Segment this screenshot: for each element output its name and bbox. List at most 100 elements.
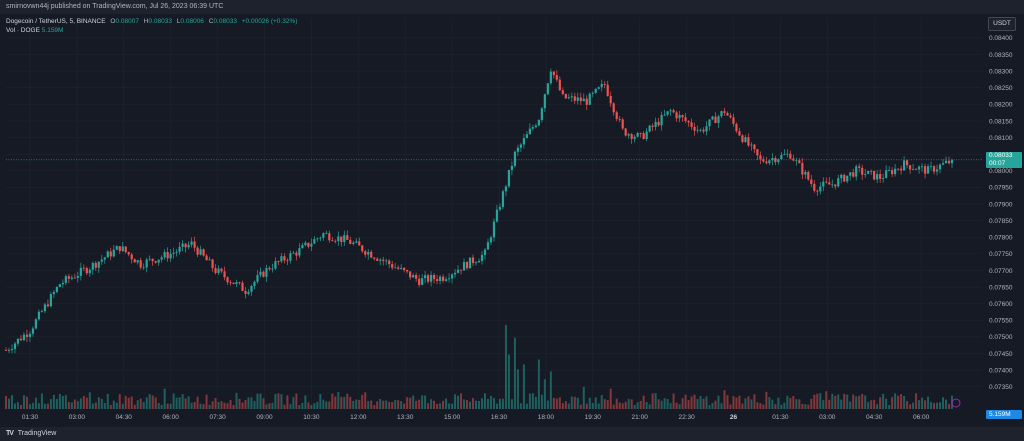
volume-bar bbox=[226, 403, 229, 409]
volume-bar bbox=[711, 402, 714, 409]
candle-body bbox=[932, 166, 936, 172]
candle-body bbox=[322, 233, 325, 238]
volume-bar bbox=[136, 400, 139, 409]
candle-body bbox=[510, 165, 514, 170]
candle-body bbox=[941, 163, 945, 165]
volume-bar bbox=[753, 394, 756, 409]
candle-body bbox=[477, 260, 481, 263]
volume-bar bbox=[241, 402, 244, 409]
x-tick-label: 13:30 bbox=[397, 414, 414, 421]
volume-bar bbox=[121, 403, 124, 409]
volume-bar bbox=[936, 402, 939, 409]
candle-body bbox=[651, 125, 654, 127]
candle-body bbox=[52, 292, 55, 295]
candle-body bbox=[190, 241, 193, 245]
volume-bar bbox=[867, 401, 870, 409]
volume-bar bbox=[573, 396, 576, 409]
volume-bar bbox=[567, 403, 570, 409]
candle-body bbox=[687, 120, 690, 123]
volume-bar bbox=[76, 401, 79, 409]
volume-bar bbox=[909, 404, 912, 409]
candle-body bbox=[286, 260, 289, 262]
candle-body bbox=[807, 171, 810, 180]
volume-bar bbox=[615, 398, 618, 409]
volume-bar bbox=[756, 402, 759, 409]
volume-bar bbox=[373, 405, 376, 409]
candle-body bbox=[741, 135, 744, 142]
volume-bar bbox=[58, 393, 61, 409]
candle-body bbox=[810, 179, 813, 184]
candle-body bbox=[798, 160, 801, 164]
candle-body bbox=[274, 261, 277, 269]
volume-bar bbox=[528, 393, 531, 409]
y-tick-label: 0.08350 bbox=[989, 52, 1013, 59]
volume-bar bbox=[5, 395, 7, 409]
low-value: 0.08006 bbox=[180, 18, 204, 25]
candle-body bbox=[870, 170, 873, 172]
candle-body bbox=[31, 328, 35, 334]
volume-bar bbox=[663, 398, 666, 409]
volume-bar bbox=[624, 401, 627, 409]
change-value: +0.00026 (+0.32%) bbox=[241, 18, 298, 25]
x-tick-label: 07:30 bbox=[209, 414, 226, 421]
candle-body bbox=[483, 249, 487, 255]
candle-body bbox=[699, 129, 702, 131]
volume-bar bbox=[223, 402, 226, 409]
volume-bar bbox=[864, 395, 867, 409]
candle-body bbox=[693, 126, 696, 131]
volume-bar bbox=[717, 395, 720, 409]
candle-body bbox=[109, 251, 112, 257]
volume-bar bbox=[840, 399, 843, 409]
volume-bar bbox=[298, 405, 301, 409]
currency-button[interactable]: USDT bbox=[988, 17, 1016, 31]
volume-bar bbox=[483, 393, 486, 409]
candle-body bbox=[358, 241, 361, 246]
candle-body bbox=[208, 259, 211, 261]
x-tick-label: 22:30 bbox=[678, 414, 695, 421]
brand-name[interactable]: TradingView bbox=[17, 430, 57, 437]
candle-body bbox=[920, 166, 924, 168]
y-tick-label: 0.07350 bbox=[989, 384, 1013, 391]
volume-bar bbox=[594, 397, 597, 409]
y-tick-label: 0.08200 bbox=[989, 102, 1013, 109]
volume-bar bbox=[142, 402, 145, 409]
candle-body bbox=[94, 262, 97, 268]
price-chart[interactable]: 0.08400 0.08350 0.08300 0.08250 0.08200 0.081… bbox=[0, 14, 1024, 427]
candle-body bbox=[388, 260, 391, 265]
volume-bar bbox=[564, 401, 567, 409]
candle-body bbox=[88, 269, 91, 274]
candle-body bbox=[169, 253, 172, 259]
volume-bar bbox=[822, 400, 825, 409]
candle-body bbox=[28, 333, 32, 337]
volume-bar bbox=[217, 401, 220, 409]
symbol-name[interactable]: Dogecoin / TetherUS, 5, BINANCE bbox=[6, 18, 106, 25]
footer-bar: TV TradingView bbox=[0, 427, 1024, 441]
volume-bar bbox=[451, 403, 454, 409]
chart-area[interactable]: 0.08400 0.08350 0.08300 0.08250 0.08200 0.081… bbox=[0, 14, 1024, 427]
candle-body bbox=[352, 242, 355, 244]
chart-legend: Dogecoin / TetherUS, 5, BINANCE O0.08007… bbox=[6, 17, 297, 35]
candle-body bbox=[897, 168, 900, 170]
volume-bar bbox=[813, 394, 816, 409]
volume-bar bbox=[582, 386, 585, 409]
candle-body bbox=[929, 166, 933, 168]
candle-body bbox=[64, 276, 67, 283]
candle-body bbox=[301, 245, 304, 249]
candle-body bbox=[223, 271, 226, 278]
candle-body bbox=[139, 260, 142, 268]
volume-bar bbox=[732, 396, 735, 409]
volume-bar bbox=[834, 395, 837, 409]
candle-body bbox=[441, 276, 445, 281]
volume-bar bbox=[495, 403, 498, 409]
candle-body bbox=[385, 260, 388, 262]
candle-body bbox=[726, 112, 729, 116]
candle-body bbox=[187, 244, 190, 248]
candle-body bbox=[19, 338, 23, 341]
volume-bar bbox=[310, 405, 313, 409]
candle-body bbox=[825, 181, 828, 183]
volume-bar bbox=[531, 393, 534, 409]
high-label: H bbox=[143, 18, 149, 25]
volume-bar bbox=[891, 397, 894, 409]
candle-body bbox=[858, 166, 861, 168]
candle-body bbox=[292, 252, 295, 254]
